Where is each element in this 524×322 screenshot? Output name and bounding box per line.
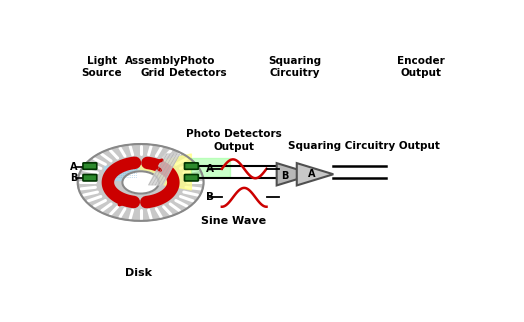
FancyBboxPatch shape bbox=[83, 175, 97, 181]
Circle shape bbox=[78, 144, 203, 221]
Text: Squaring
Circuitry: Squaring Circuitry bbox=[268, 56, 322, 78]
Text: Encoder
Output: Encoder Output bbox=[397, 56, 445, 78]
Polygon shape bbox=[104, 166, 138, 180]
Text: Photo Detectors
Output: Photo Detectors Output bbox=[186, 129, 282, 152]
FancyBboxPatch shape bbox=[184, 163, 198, 169]
Polygon shape bbox=[138, 154, 191, 190]
Polygon shape bbox=[191, 158, 230, 177]
Text: Photo
Detectors: Photo Detectors bbox=[169, 56, 226, 78]
Text: A: A bbox=[205, 164, 214, 174]
FancyBboxPatch shape bbox=[184, 175, 198, 181]
Text: Disk: Disk bbox=[125, 268, 152, 278]
Text: A: A bbox=[70, 162, 78, 172]
Text: B: B bbox=[205, 192, 214, 202]
Text: Assembly
Grid: Assembly Grid bbox=[125, 56, 181, 78]
Polygon shape bbox=[297, 163, 333, 185]
Text: A: A bbox=[308, 169, 315, 179]
Text: Squaring Circuitry Output: Squaring Circuitry Output bbox=[288, 141, 440, 151]
Circle shape bbox=[122, 171, 159, 194]
Text: Light
Source: Light Source bbox=[82, 56, 123, 78]
Text: B: B bbox=[281, 171, 289, 181]
Polygon shape bbox=[277, 163, 313, 185]
Text: Sine Wave: Sine Wave bbox=[201, 216, 267, 226]
Text: B: B bbox=[70, 174, 78, 184]
Polygon shape bbox=[149, 154, 179, 185]
FancyBboxPatch shape bbox=[83, 163, 97, 169]
